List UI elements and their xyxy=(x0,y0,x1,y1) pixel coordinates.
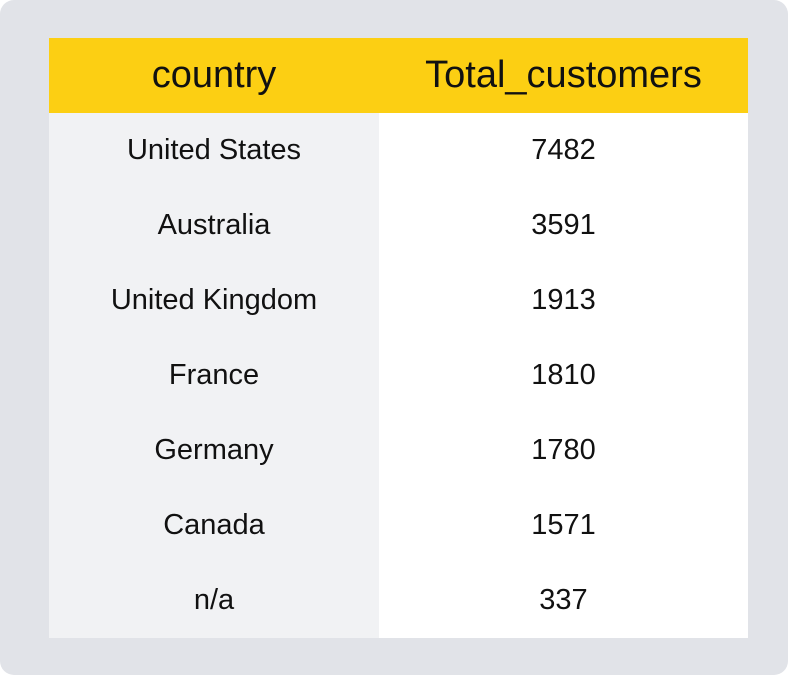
table-row: Australia 3591 xyxy=(49,188,748,263)
country-cell: United States xyxy=(49,113,379,188)
total-customers-cell: 1571 xyxy=(379,488,748,563)
total-customers-cell: 1810 xyxy=(379,338,748,413)
total-customers-cell: 3591 xyxy=(379,188,748,263)
country-cell: Australia xyxy=(49,188,379,263)
table-row: Canada 1571 xyxy=(49,488,748,563)
total-customers-cell: 1780 xyxy=(379,413,748,488)
table-row: United Kingdom 1913 xyxy=(49,263,748,338)
table-row: France 1810 xyxy=(49,338,748,413)
column-header-country: country xyxy=(49,38,379,113)
country-cell: United Kingdom xyxy=(49,263,379,338)
total-customers-cell: 1913 xyxy=(379,263,748,338)
country-cell: n/a xyxy=(49,563,379,638)
total-customers-cell: 7482 xyxy=(379,113,748,188)
table-row: Germany 1780 xyxy=(49,413,748,488)
country-cell: Canada xyxy=(49,488,379,563)
country-cell: Germany xyxy=(49,413,379,488)
table-row: n/a 337 xyxy=(49,563,748,638)
total-customers-cell: 337 xyxy=(379,563,748,638)
customers-table: country Total_customers United States 74… xyxy=(49,38,748,638)
column-header-total-customers: Total_customers xyxy=(379,38,748,113)
table-header-row: country Total_customers xyxy=(49,38,748,113)
country-cell: France xyxy=(49,338,379,413)
table-row: United States 7482 xyxy=(49,113,748,188)
